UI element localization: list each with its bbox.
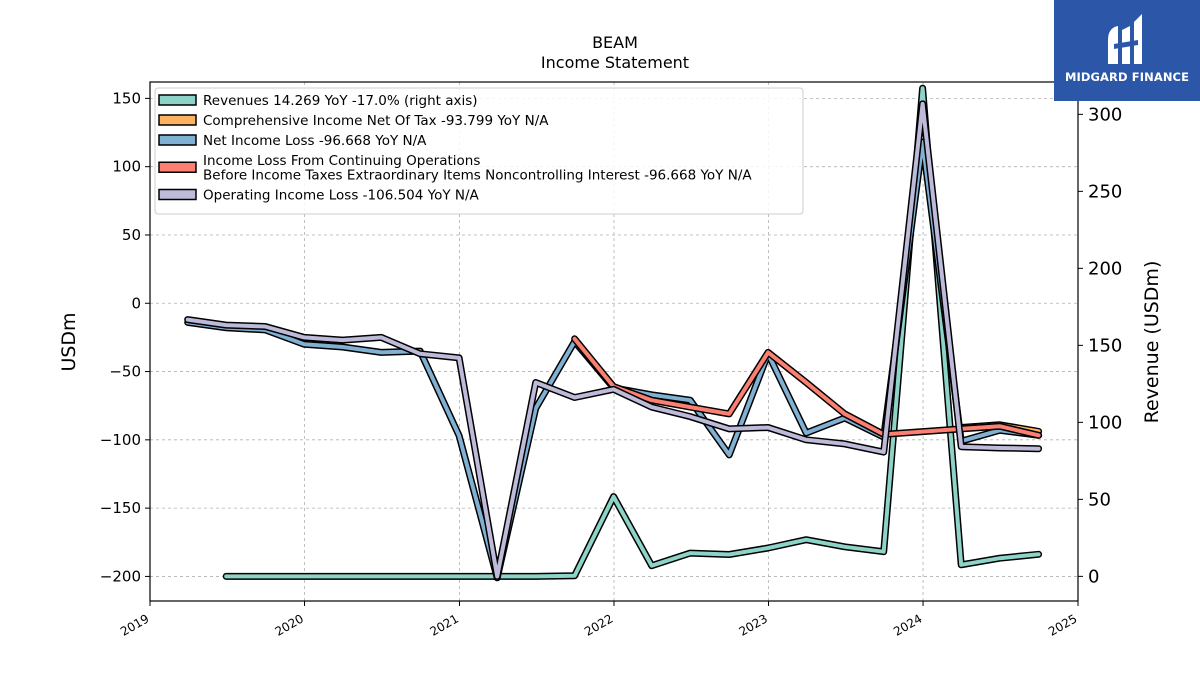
legend: Revenues 14.269 YoY -17.0% (right axis) C… [154, 87, 804, 215]
y-axis-label-left: USDm [58, 312, 80, 371]
legend-swatch [158, 114, 197, 126]
legend-swatch [158, 134, 197, 146]
y-tick-label-left: −50 [109, 363, 141, 381]
y-tick-label-right: 200 [1088, 258, 1122, 279]
y-tick-label-left: 100 [112, 158, 141, 176]
legend-box [154, 87, 804, 215]
legend-swatch [158, 161, 197, 173]
x-tick-label: 2021 [428, 611, 461, 638]
legend-swatch [158, 94, 197, 106]
x-tick-label: 2022 [582, 611, 615, 638]
logo-text: MIDGARD FINANCE [1064, 70, 1190, 84]
legend-swatch [158, 188, 197, 201]
midgard-logo-icon [1108, 14, 1142, 64]
x-tick-label: 2025 [1046, 611, 1079, 638]
legend-entry: Revenues 14.269 YoY -17.0% (right axis) [203, 93, 478, 109]
series-line-outline [571, 335, 1043, 439]
y-tick-label-left: 50 [122, 226, 141, 244]
series-line [185, 101, 1041, 579]
y-tick-label-right: 100 [1088, 412, 1122, 433]
y-tick-label-left: −150 [100, 499, 141, 517]
y-tick-label-left: 0 [131, 294, 141, 312]
midgard-finance-logo: MIDGARD FINANCE [1054, 0, 1200, 101]
y-tick-label-left: −100 [100, 431, 141, 449]
legend-entry: Before Income Taxes Extraordinary Items … [203, 168, 752, 184]
series-operating-income-loss [184, 100, 1043, 580]
legend-entry: Comprehensive Income Net Of Tax -93.799 … [203, 113, 549, 129]
x-tick-label: 2023 [737, 611, 770, 638]
legend-entry: Net Income Loss -96.668 YoY N/A [203, 133, 427, 149]
y-tick-label-right: 150 [1088, 335, 1122, 356]
series-lines [184, 84, 1043, 582]
series-income-loss-from-continuing-operations-b [571, 335, 1043, 439]
y-tick-label-right: 50 [1088, 489, 1111, 510]
y-tick-label-left: 150 [112, 89, 141, 107]
x-tick-label: 2020 [273, 611, 306, 638]
chart-subtitle: Income Statement [541, 53, 689, 72]
x-tick-label: 2024 [891, 611, 924, 638]
legend-entry: Operating Income Loss -106.504 YoY N/A [203, 188, 480, 204]
y-tick-label-right: 0 [1088, 566, 1099, 587]
x-tick-label: 2019 [118, 611, 151, 638]
legend-entry: Income Loss From Continuing Operations [203, 153, 480, 169]
y-tick-label-left: −200 [100, 567, 141, 585]
series-revenues [222, 84, 1043, 580]
y-tick-label-right: 250 [1088, 181, 1122, 202]
chart-title: BEAM [592, 33, 638, 52]
y-tick-label-right: 300 [1088, 104, 1122, 125]
y-axis-label-right: Revenue (USDm) [1141, 261, 1163, 424]
series-line [224, 86, 1041, 579]
